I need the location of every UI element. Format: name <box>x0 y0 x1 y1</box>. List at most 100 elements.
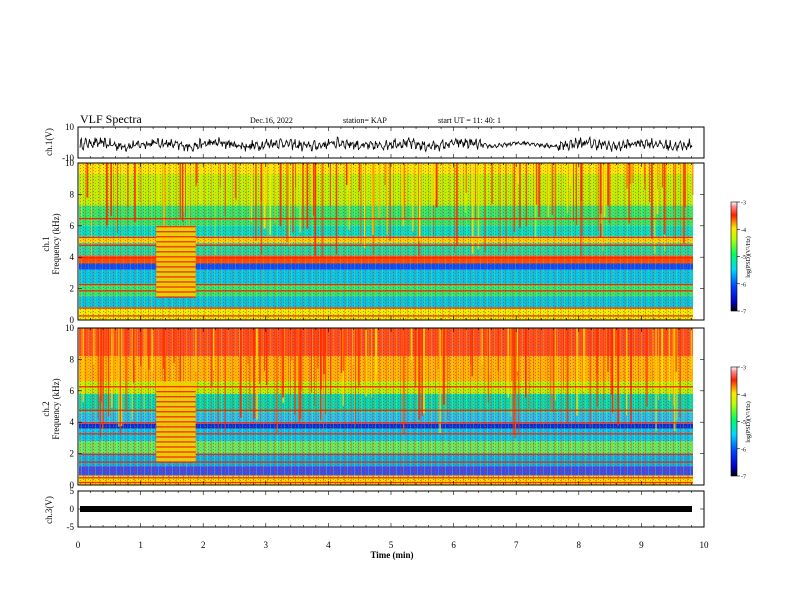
y-tick-label-6: 6 <box>70 386 75 396</box>
ch3-waveform-line <box>80 506 692 512</box>
x-tick-label-1: 1 <box>138 540 143 550</box>
interference-line <box>156 416 196 418</box>
y-tick-label-10: 10 <box>65 158 75 168</box>
narrowband-line <box>79 236 693 239</box>
ch1-waveform-ylabel: ch.1(V) <box>44 128 54 156</box>
interference-line <box>156 276 196 278</box>
narrowband-line <box>79 481 693 484</box>
interference-line <box>156 421 196 423</box>
interference-line <box>156 461 196 463</box>
ch3-waveform-ylabel: ch.3(V) <box>44 496 54 524</box>
interference-line <box>156 226 196 228</box>
narrowband-line <box>79 315 693 317</box>
x-tick-label-2: 2 <box>201 540 206 550</box>
date-label: Dec.16, 2022 <box>250 116 293 125</box>
y-tick-label-0: 0 <box>70 315 75 325</box>
x-tick-label-9: 9 <box>639 540 644 550</box>
interference-line <box>156 391 196 393</box>
interference-line <box>156 236 196 238</box>
ch1-waveform-panel: 10 -10 <box>62 122 705 163</box>
interference-block <box>156 225 196 297</box>
interference-line <box>156 271 196 273</box>
y-tick-label-2: 2 <box>70 284 75 294</box>
narrowband-line <box>79 217 693 220</box>
y-tick-label-5: 5 <box>70 486 75 496</box>
narrowband-line <box>79 257 693 259</box>
colorbar-tick-label--7: -7 <box>741 475 746 481</box>
interference-line <box>156 246 196 248</box>
interference-line <box>156 266 196 268</box>
ch1-colorbar: -3 -4 -5 -6 -7 <box>730 201 746 316</box>
interference-line <box>156 291 196 293</box>
narrowband-line <box>79 453 693 455</box>
x-tick-label-10: 10 <box>700 540 710 550</box>
ch2-spectrogram-panel: 0 2 4 6 8 10 <box>65 323 705 490</box>
narrowband-line <box>79 433 693 435</box>
interference-line <box>156 401 196 403</box>
interference-line <box>156 261 196 263</box>
colorbar-tick-label--4: -4 <box>741 393 746 399</box>
ch1-colorbar-label: log(PSD)(V²/Hz) <box>745 236 752 277</box>
narrowband-line <box>79 477 693 479</box>
narrowband-line <box>79 422 693 424</box>
colorbar-tick-label--6: -6 <box>741 282 746 288</box>
ch2-colorbar-label: log(PSD)(V²/Hz) <box>745 401 752 442</box>
y-tick-label-10: 10 <box>65 323 75 333</box>
interference-line <box>156 406 196 408</box>
interference-line <box>156 441 196 443</box>
interference-line <box>156 431 196 433</box>
y-tick-label-8: 8 <box>70 354 75 364</box>
x-tick-label-3: 3 <box>264 540 269 550</box>
narrowband-line <box>79 461 693 463</box>
narrowband-line <box>79 386 693 388</box>
x-tick-label-5: 5 <box>389 540 394 550</box>
interference-line <box>156 286 196 288</box>
ch1-spectrogram-ylabel-line2: Frequency (kHz) <box>51 213 61 274</box>
colorbar-tick-label--3: -3 <box>741 366 746 372</box>
x-tick-label-6: 6 <box>451 540 456 550</box>
interference-line <box>156 456 196 458</box>
colorbar-tick-label--3: -3 <box>741 201 746 207</box>
x-tick-label-7: 7 <box>514 540 519 550</box>
figure-title: VLF Spectra <box>80 112 142 126</box>
interference-line <box>156 241 196 243</box>
ch1-waveform-line <box>79 135 693 153</box>
colorbar-tick-label--7: -7 <box>741 310 746 316</box>
y-tick-label--10: -10 <box>62 153 74 163</box>
y-tick-label-0: 0 <box>70 480 75 490</box>
narrowband-line <box>79 409 693 411</box>
interference-line <box>156 451 196 453</box>
y-tick-label-6: 6 <box>70 221 75 231</box>
narrowband-line <box>79 307 693 309</box>
interference-line <box>156 386 196 388</box>
interference-line <box>156 296 196 298</box>
interference-line <box>156 231 196 233</box>
colorbar-gradient <box>731 202 737 311</box>
interference-line <box>156 411 196 413</box>
y-tick-label--5: -5 <box>67 522 75 532</box>
colorbar-tick-label--5: -5 <box>741 420 746 426</box>
ch2-spectrogram-ylabel-line1: ch.2 <box>41 401 51 416</box>
interference-line <box>156 446 196 448</box>
y-tick-label-0: 0 <box>70 504 75 514</box>
interference-line <box>156 396 196 398</box>
ch2-spectrogram-ylabel-line2: Frequency (kHz) <box>51 378 61 439</box>
narrowband-line <box>79 244 693 246</box>
x-tick-label-4: 4 <box>326 540 331 550</box>
y-tick-label-8: 8 <box>70 189 75 199</box>
station-label: station= KAP <box>343 116 387 125</box>
ch1-spectrogram-panel: 0 2 4 6 8 10 <box>65 158 705 325</box>
narrowband-line <box>79 283 693 286</box>
interference-line <box>156 251 196 253</box>
colorbar-tick-label--4: -4 <box>741 228 746 234</box>
x-tick-label-8: 8 <box>577 540 582 550</box>
ch1-spectrogram-ylabel-line1: ch.1 <box>41 236 51 251</box>
interference-line <box>156 281 196 283</box>
ch2-colorbar: -3 -4 -5 -6 -7 <box>730 366 746 481</box>
x-tick-label-0: 0 <box>76 540 81 550</box>
interference-line <box>156 436 196 438</box>
y-tick-label-4: 4 <box>70 252 75 262</box>
colorbar-gradient <box>731 367 737 476</box>
